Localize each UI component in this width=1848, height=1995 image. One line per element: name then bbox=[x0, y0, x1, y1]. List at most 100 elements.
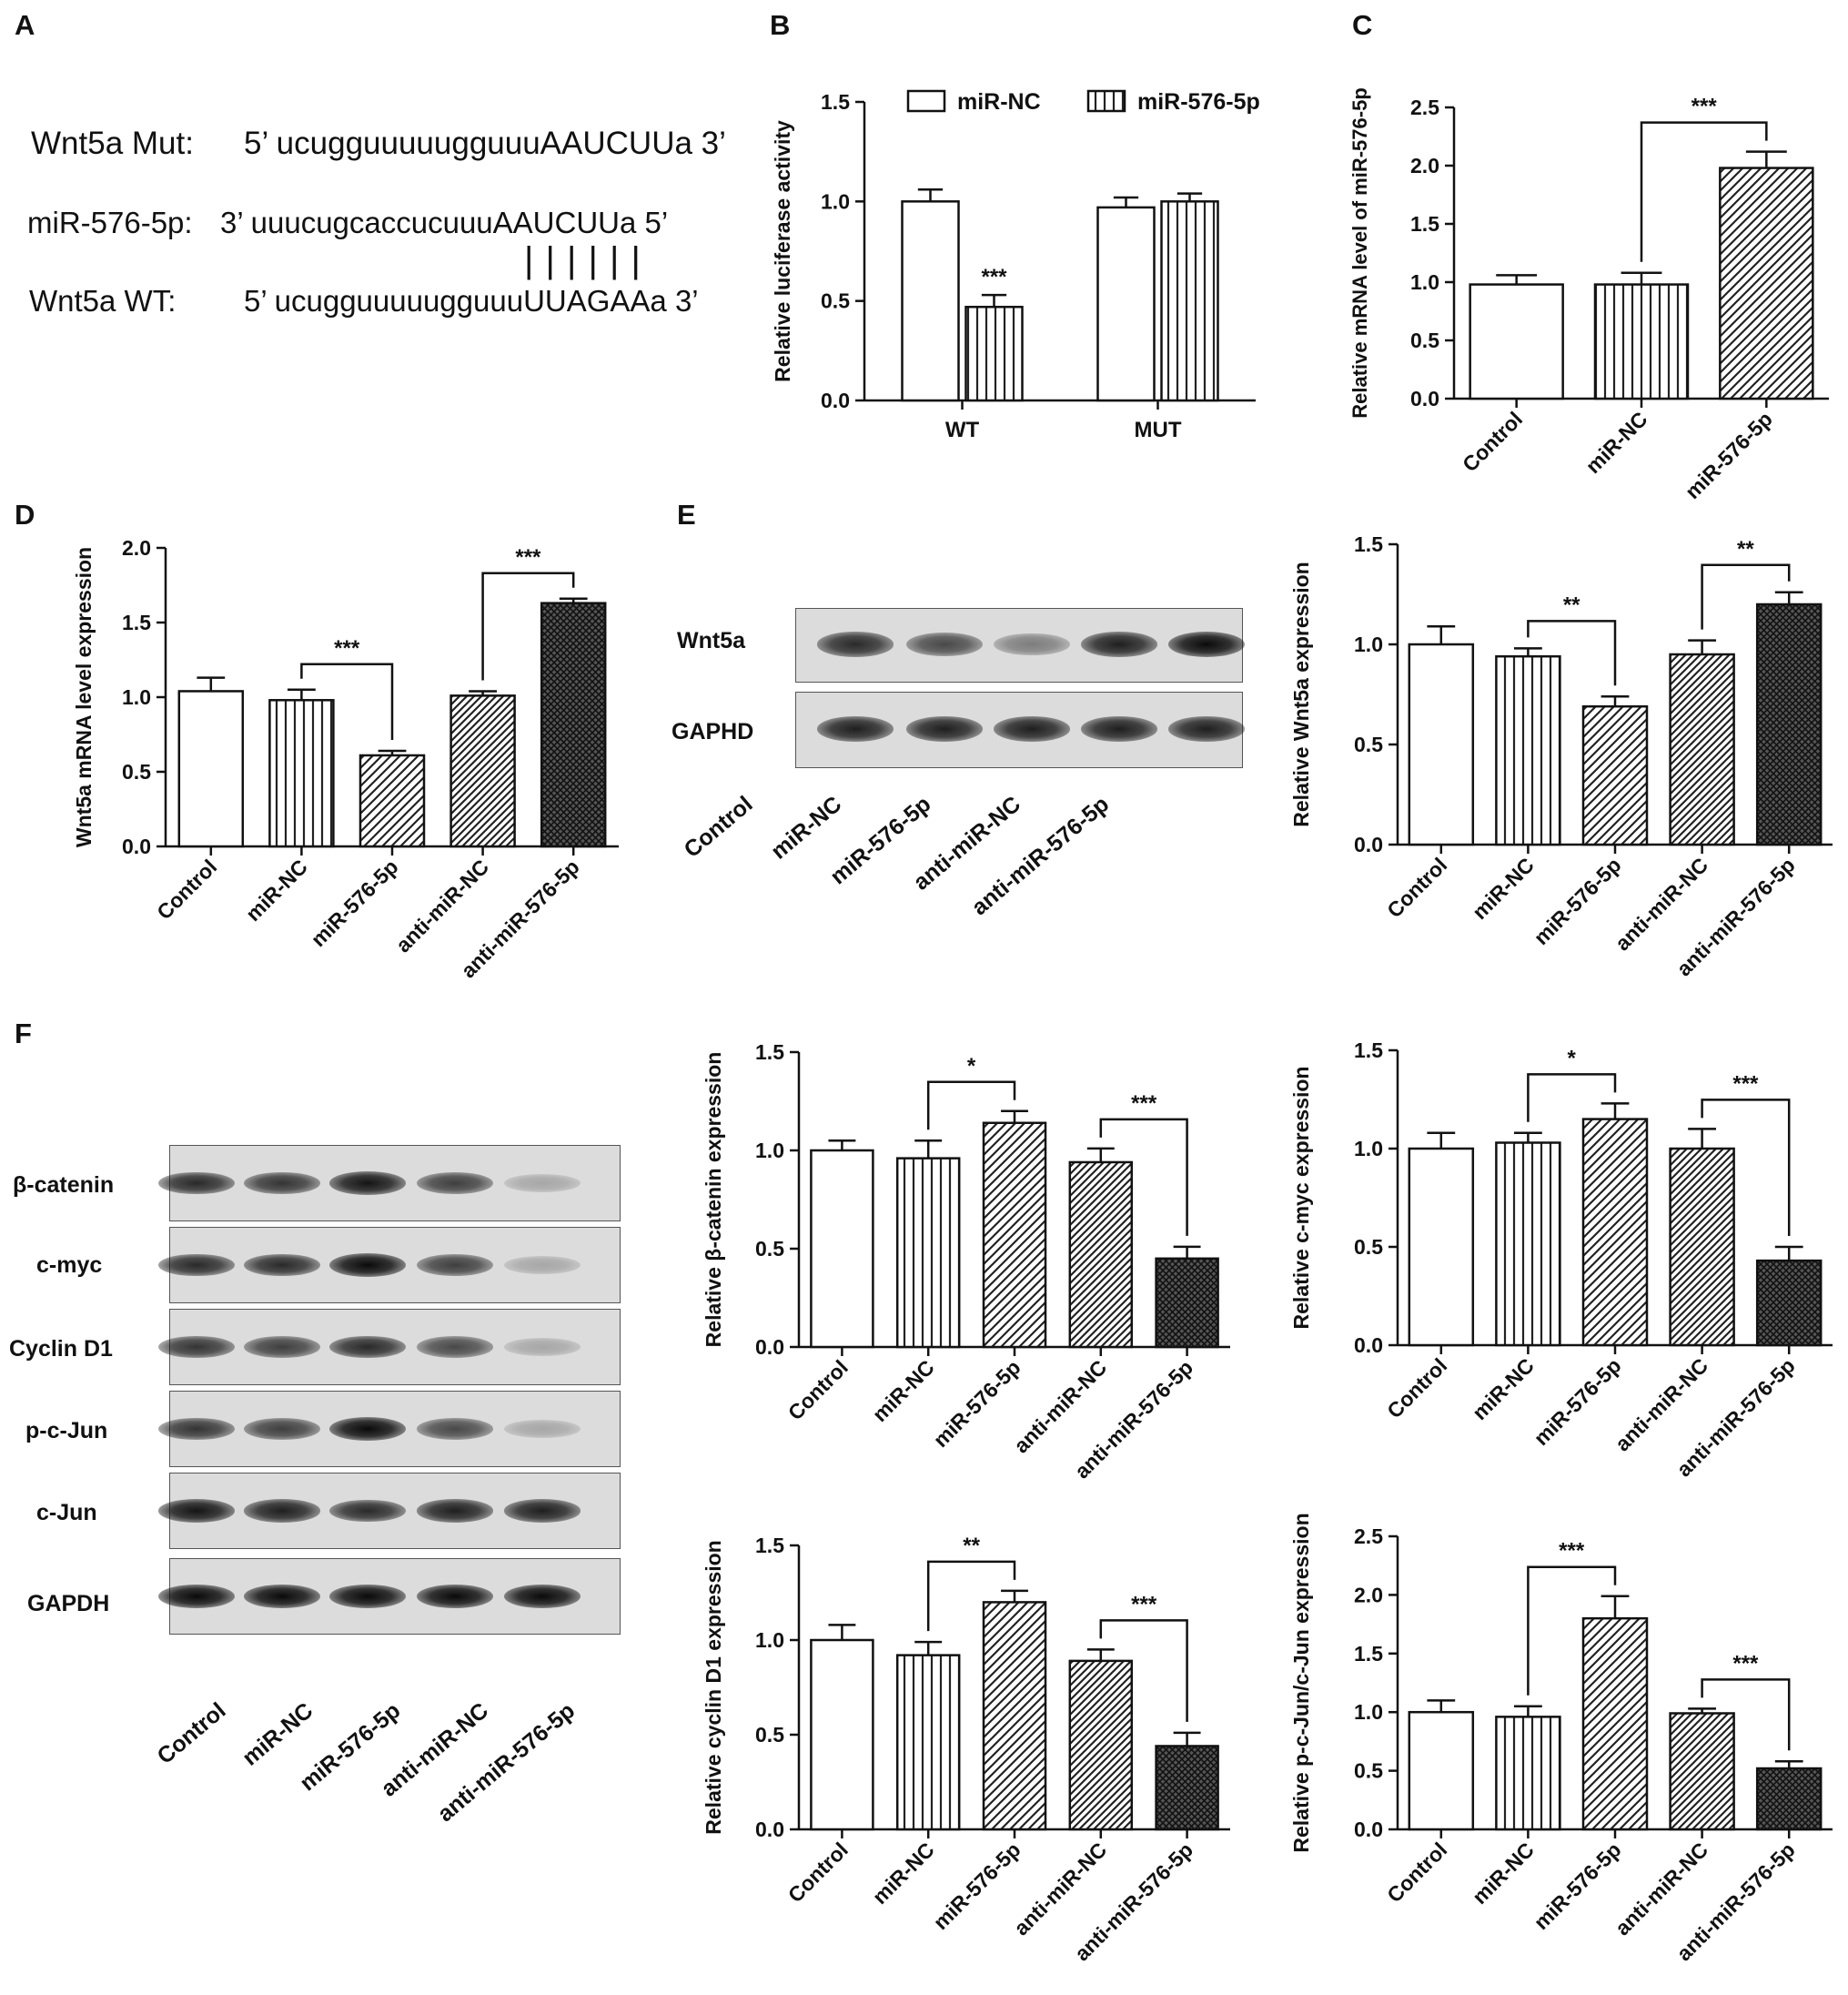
bar bbox=[1581, 704, 1649, 846]
bar bbox=[1581, 1616, 1649, 1831]
y-tick-label: 2.5 bbox=[1410, 96, 1439, 119]
blot-f-band bbox=[504, 1420, 581, 1438]
mut-label: Wnt5a Mut: bbox=[31, 126, 194, 161]
significance-label: *** bbox=[1732, 1071, 1759, 1096]
bar bbox=[540, 602, 607, 848]
significance-bracket bbox=[1527, 620, 1617, 686]
bar bbox=[1495, 1716, 1561, 1831]
bar bbox=[1408, 643, 1475, 846]
y-tick-label: 1.0 bbox=[122, 685, 151, 709]
blot-f-band bbox=[329, 1499, 406, 1523]
wnt5a-mrna-chart: 0.0 0.5 1.0 1.5 2.0 Wnt5a mRNA level expressi… bbox=[72, 536, 619, 983]
y-tick-label: 0.5 bbox=[1354, 733, 1383, 756]
bar bbox=[1755, 1767, 1823, 1831]
y-axis-label: Relative c-myc expression bbox=[1289, 1067, 1313, 1330]
bar bbox=[1593, 283, 1690, 400]
blot-f-band bbox=[329, 1417, 406, 1441]
panel-letter-b: B bbox=[770, 9, 791, 41]
significance-bracket bbox=[481, 572, 575, 681]
y-tick-label: 1.5 bbox=[821, 90, 850, 114]
blot-f-band bbox=[244, 1336, 320, 1358]
blot-f-lane-label: miR-NC bbox=[237, 1697, 318, 1771]
bar bbox=[1755, 603, 1823, 846]
blot-f-band bbox=[158, 1171, 235, 1195]
y-tick-label: 2.0 bbox=[1410, 154, 1439, 177]
bar bbox=[1068, 1160, 1134, 1349]
significance-label: *** bbox=[1131, 1592, 1157, 1616]
y-tick-label: 1.0 bbox=[755, 1628, 784, 1652]
y-axis-label: Relative cyclin D1 expression bbox=[702, 1540, 725, 1834]
blot-e-lane-label: Control bbox=[679, 791, 758, 863]
blot-f-band bbox=[244, 1499, 320, 1523]
bar bbox=[895, 1157, 961, 1349]
y-tick-label: 1.0 bbox=[755, 1139, 784, 1162]
y-tick-label: 1.5 bbox=[1354, 1038, 1383, 1062]
x-tick-label: miR-NC bbox=[1468, 853, 1539, 924]
bar bbox=[1495, 1141, 1561, 1347]
wnt5a-protein-chart: 0.0 0.5 1.0 1.5 Relative Wnt5a expression Con… bbox=[1289, 532, 1833, 981]
blot-f-row-label: c-Jun bbox=[36, 1500, 97, 1525]
blot-f-band bbox=[329, 1585, 406, 1608]
y-axis-label: Wnt5a mRNA level expression bbox=[72, 547, 96, 847]
y-tick-label: 0.0 bbox=[821, 389, 850, 412]
x-tick-label: WT bbox=[945, 418, 980, 442]
luciferase-chart: 0.0 0.5 1.0 1.5 Relative luciferase activity… bbox=[771, 89, 1260, 442]
y-tick-label: 1.5 bbox=[122, 611, 151, 634]
bar bbox=[810, 1638, 874, 1831]
blot-e-band bbox=[817, 632, 894, 657]
y-tick-label: 1.5 bbox=[1410, 212, 1439, 236]
base-pairing-lines: | | | | | | bbox=[524, 240, 641, 280]
blot-f-row-label: p-c-Jun bbox=[25, 1418, 108, 1443]
panel-letter-c: C bbox=[1352, 9, 1373, 41]
blot-f-band bbox=[504, 1256, 581, 1274]
significance-bracket bbox=[1640, 121, 1768, 262]
significance-bracket bbox=[1701, 1099, 1791, 1236]
blot-f-band bbox=[244, 1418, 320, 1440]
mut-sequence: 5’ ucugguuuuugguuuAAUCUUa 3’ bbox=[244, 126, 726, 161]
blot-e-row-label: Wnt5a bbox=[677, 628, 745, 653]
y-tick-label: 0.0 bbox=[755, 1818, 784, 1841]
significance-bracket bbox=[1701, 563, 1791, 630]
bar bbox=[982, 1601, 1047, 1831]
blot-f: β-catenin c-myc Cyclin D1 p-c-Jun c-Jun … bbox=[9, 1129, 628, 1675]
blot-f-band bbox=[504, 1338, 581, 1356]
y-tick-label: 0.5 bbox=[755, 1723, 784, 1747]
y-tick-label: 1.0 bbox=[1354, 633, 1383, 656]
y-tick-label: 2.0 bbox=[122, 536, 151, 560]
significance-bracket bbox=[1701, 1678, 1791, 1751]
legend-swatch bbox=[906, 89, 946, 113]
cyclin-d1-chart: 0.0 0.5 1.0 1.5 Relative cyclin D1 expressio… bbox=[702, 1534, 1230, 1966]
panel-letter-f: F bbox=[15, 1018, 32, 1049]
blot-f-band bbox=[158, 1417, 235, 1441]
x-tick-label: Control bbox=[1382, 1838, 1451, 1907]
y-tick-label: 0.5 bbox=[755, 1237, 784, 1261]
bar bbox=[1469, 283, 1564, 400]
bar bbox=[1755, 1259, 1823, 1347]
y-tick-label: 0.5 bbox=[821, 289, 850, 313]
blot-f-band bbox=[244, 1253, 320, 1277]
bar bbox=[1096, 206, 1156, 402]
bar bbox=[1068, 1659, 1134, 1831]
x-tick-label: Control bbox=[1382, 1353, 1451, 1423]
y-axis-label: Relative luciferase activity bbox=[771, 120, 794, 382]
blot-f-band bbox=[417, 1336, 493, 1358]
bar bbox=[810, 1149, 874, 1349]
x-tick-label: miR-576-5p bbox=[1529, 1353, 1625, 1450]
y-axis-label: Relative p-c-Jun/c-Jun expression bbox=[1289, 1513, 1313, 1852]
y-axis-label: Relative mRNA level of miR-576-5p bbox=[1348, 87, 1371, 419]
sequence-alignment: Wnt5a Mut: 5’ ucugguuuuugguuuAAUCUUa 3’ … bbox=[27, 118, 726, 328]
blot-e-band bbox=[994, 633, 1070, 656]
blot-f-band bbox=[417, 1172, 493, 1194]
y-tick-label: 0.0 bbox=[1354, 1333, 1383, 1357]
blot-f-band bbox=[329, 1171, 406, 1195]
blot-e-band bbox=[994, 716, 1070, 742]
bar bbox=[1155, 1745, 1219, 1831]
bar bbox=[1495, 654, 1561, 846]
beta-catenin-chart: 0.0 0.5 1.0 1.5 Relative β-catenin expressio… bbox=[702, 1040, 1230, 1484]
mir-label: miR-576-5p: bbox=[27, 206, 193, 239]
significance-label: * bbox=[967, 1054, 976, 1079]
x-tick-label: Control bbox=[1382, 853, 1451, 922]
significance-label: *** bbox=[1131, 1091, 1157, 1116]
blot-f-band bbox=[244, 1171, 320, 1195]
y-tick-label: 1.5 bbox=[1354, 1642, 1383, 1666]
